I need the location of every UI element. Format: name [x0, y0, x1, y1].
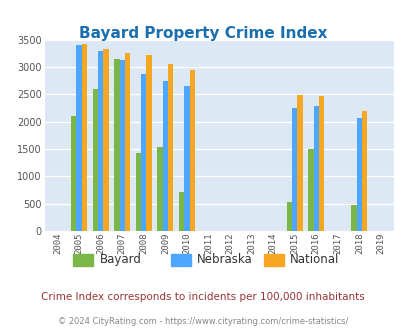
Bar — [141, 74, 146, 231]
Bar — [157, 147, 162, 231]
Bar — [189, 70, 194, 231]
Bar — [291, 108, 296, 231]
Text: National: National — [290, 253, 339, 266]
Bar — [356, 118, 361, 231]
Bar — [168, 64, 173, 231]
Bar — [98, 50, 103, 231]
Bar — [71, 116, 76, 231]
Bar — [318, 96, 324, 231]
Bar — [82, 44, 87, 231]
Bar — [103, 49, 109, 231]
Bar — [146, 55, 151, 231]
Bar — [350, 205, 356, 231]
Bar — [119, 60, 125, 231]
Text: Bayard: Bayard — [99, 253, 141, 266]
Bar — [361, 111, 367, 231]
Bar — [178, 192, 184, 231]
Text: Nebraska: Nebraska — [196, 253, 252, 266]
Bar — [286, 202, 291, 231]
Text: Bayard Property Crime Index: Bayard Property Crime Index — [79, 26, 326, 41]
Bar — [307, 149, 313, 231]
Bar — [162, 81, 168, 231]
Bar — [184, 85, 189, 231]
Text: Crime Index corresponds to incidents per 100,000 inhabitants: Crime Index corresponds to incidents per… — [41, 292, 364, 302]
Bar — [114, 59, 119, 231]
Text: © 2024 CityRating.com - https://www.cityrating.com/crime-statistics/: © 2024 CityRating.com - https://www.city… — [58, 317, 347, 326]
Bar — [313, 106, 318, 231]
Bar — [76, 45, 82, 231]
Bar — [92, 89, 98, 231]
Bar — [135, 153, 141, 231]
Bar — [125, 53, 130, 231]
Bar — [296, 95, 302, 231]
